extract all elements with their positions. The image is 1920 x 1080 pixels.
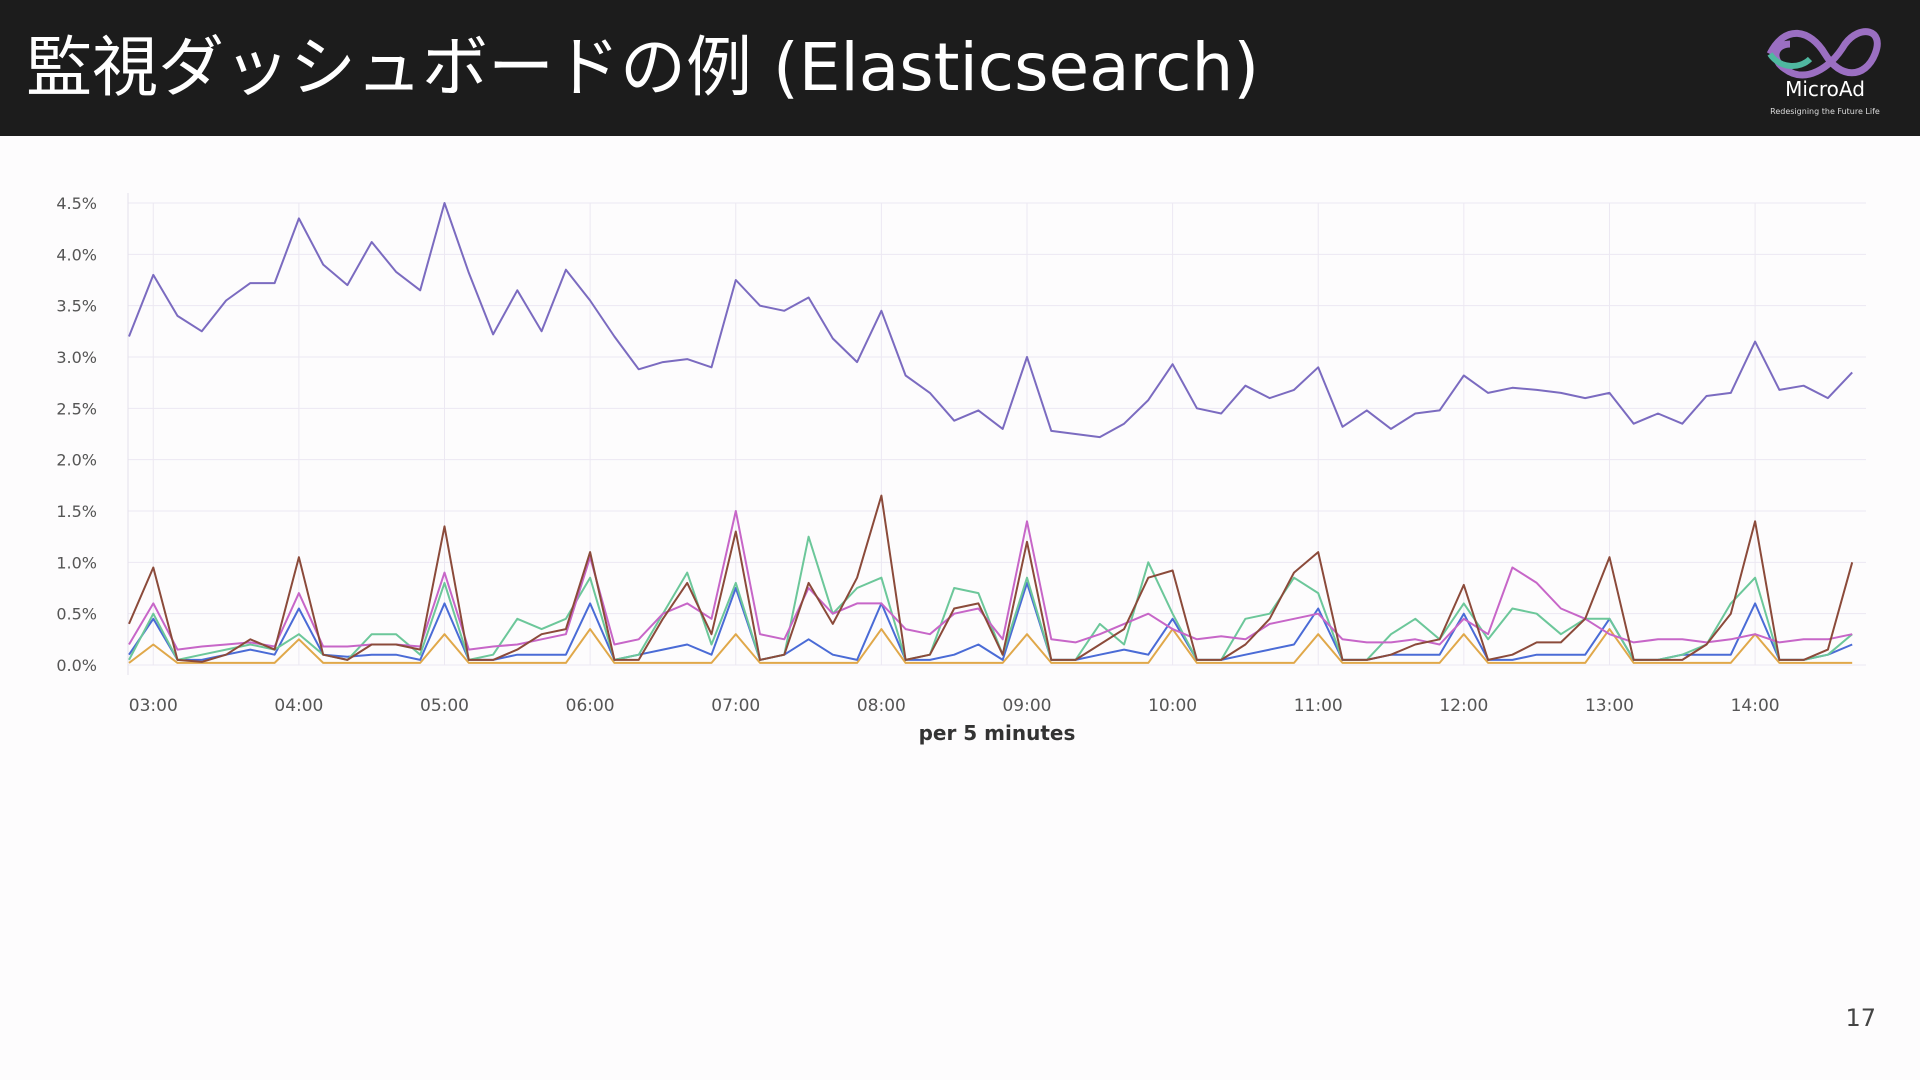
slide-title: 監視ダッシュボードの例 (Elasticsearch) xyxy=(26,29,1260,106)
x-tick-label: 03:00 xyxy=(129,696,178,716)
logo-tagline: Redesigning the Future Life xyxy=(1770,107,1880,116)
x-tick-label: 12:00 xyxy=(1439,696,1488,716)
x-tick-label: 07:00 xyxy=(711,696,760,716)
x-tick-label: 11:00 xyxy=(1294,696,1343,716)
y-tick-label: 1.5% xyxy=(56,502,97,521)
y-tick-label: 2.5% xyxy=(56,399,97,418)
logo: MicroAd Redesigning the Future Life xyxy=(1766,28,1881,116)
y-tick-label: 4.5% xyxy=(56,194,97,213)
logo-mark xyxy=(1766,28,1881,79)
page-number: 17 xyxy=(1845,1004,1876,1032)
series-line xyxy=(128,628,1853,664)
y-tick-label: 3.0% xyxy=(56,348,97,367)
x-tick-label: 04:00 xyxy=(274,696,323,716)
series-line xyxy=(128,510,1853,651)
x-tick-label: 08:00 xyxy=(857,696,906,716)
x-tick-label: 09:00 xyxy=(1002,696,1051,716)
y-tick-label: 2.0% xyxy=(56,451,97,470)
series-line xyxy=(128,581,1853,661)
x-tick-label: 13:00 xyxy=(1585,696,1634,716)
x-tick-label: 14:00 xyxy=(1731,696,1780,716)
series-line xyxy=(128,202,1853,439)
y-tick-label: 0.0% xyxy=(56,656,97,675)
y-tick-label: 3.5% xyxy=(56,297,97,316)
x-tick-label: 10:00 xyxy=(1148,696,1197,716)
chart: per 5 minutes 0.0% 0.5% 1.0% 1.5% 2.0% 2.5% 3.… xyxy=(56,193,1866,745)
y-tick-label: 4.0% xyxy=(56,245,97,264)
logo-mark xyxy=(1767,52,1813,69)
x-tick-label: 06:00 xyxy=(566,696,615,716)
x-tick-label: 05:00 xyxy=(420,696,469,716)
x-axis-label: per 5 minutes xyxy=(919,721,1076,745)
header: 監視ダッシュボードの例 (Elasticsearch) MicroAd Rede… xyxy=(0,0,1920,136)
y-tick-label: 1.0% xyxy=(56,553,97,572)
logo-text: MicroAd xyxy=(1785,77,1865,101)
series-line xyxy=(128,494,1854,663)
y-tick-label: 0.5% xyxy=(56,605,97,624)
